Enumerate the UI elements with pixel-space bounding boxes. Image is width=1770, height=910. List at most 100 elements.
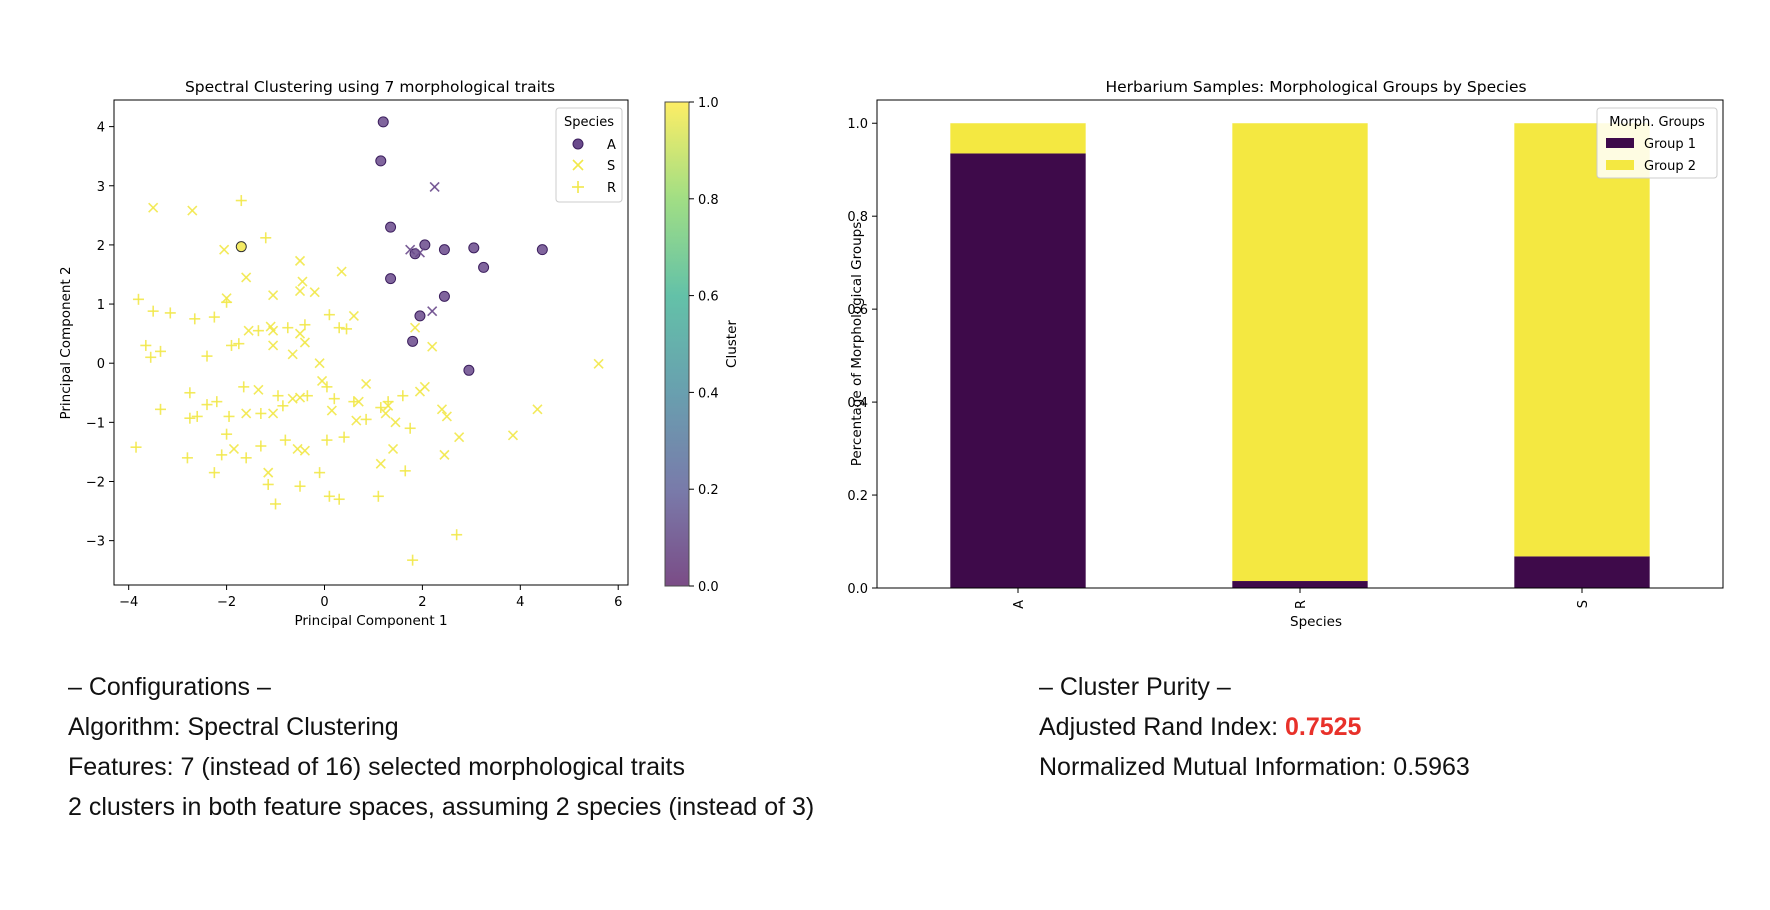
ari-label: Adjusted Rand Index: <box>1039 713 1285 741</box>
scatter-point-r-54 <box>333 493 345 505</box>
scatter-point-s-26 <box>241 408 252 419</box>
scatter-point-s-53 <box>263 467 274 478</box>
scatter-point-s-1 <box>405 244 416 255</box>
scatter-point-r-33 <box>328 393 340 405</box>
cluster-purity-panel: – Cluster Purity – Adjusted Rand Index: … <box>1039 667 1470 787</box>
scatter-point-s-51 <box>268 408 279 419</box>
scatter-point-s-52 <box>228 443 239 455</box>
scatter-point-s-48 <box>326 405 337 416</box>
bar-legend-label-group1: Group 1 <box>1644 137 1696 152</box>
scatter-point-r-7 <box>145 351 157 363</box>
scatter-point-s-19 <box>294 328 306 339</box>
colorbar-tick-label: 0.6 <box>698 290 719 305</box>
scatter-point-r-44 <box>240 452 252 464</box>
scatter-point-a-2 <box>385 221 397 233</box>
bar-r-group1 <box>1232 581 1368 588</box>
legend-x-marker-icon <box>572 159 584 171</box>
legend-group1-swatch <box>1606 138 1634 148</box>
scatter-legend-title: Species <box>564 115 614 130</box>
bar-title: Herbarium Samples: Morphological Groups … <box>1105 78 1526 96</box>
scatter-point-r-26 <box>223 410 235 422</box>
scatter-point-r-35 <box>360 413 372 425</box>
scatter-point-s-9 <box>268 290 279 301</box>
scatter-point-r-28 <box>255 407 267 419</box>
scatter-point-r-45 <box>216 449 228 461</box>
scatter-point-s-18 <box>287 349 298 360</box>
scatter-point-a-8 <box>478 261 490 273</box>
purity-heading: – Cluster Purity – <box>1039 673 1231 701</box>
scatter-plot-frame <box>113 99 629 586</box>
scatter-point-s-12 <box>294 285 306 297</box>
scatter-point-r-13 <box>233 338 245 350</box>
colorbar: 0.0 0.2 0.4 0.6 0.8 1.0 Cluster <box>664 96 740 595</box>
scatter-point-r-41 <box>321 434 333 446</box>
scatter-y-tick-label: 4 <box>97 121 105 136</box>
bar-s-group2 <box>1514 123 1650 557</box>
scatter-point-r-38 <box>397 390 409 402</box>
scatter-point-r-57 <box>399 465 411 477</box>
scatter-point-s-28 <box>294 392 306 403</box>
scatter-point-a-12 <box>407 335 419 347</box>
scatter-point-s-47 <box>351 415 362 426</box>
scatter-point-r-10 <box>208 311 220 323</box>
scatter-chart: Spectral Clustering using 7 morphologica… <box>58 78 740 629</box>
colorbar-tick-label: 0.2 <box>698 483 719 498</box>
scatter-point-r-1 <box>260 232 272 244</box>
scatter-point-s-33 <box>390 417 401 428</box>
scatter-x-tick-label: 6 <box>614 595 622 610</box>
bar-legend-title: Morph. Groups <box>1609 115 1705 130</box>
scatter-point-a-9 <box>385 273 397 285</box>
scatter-point-r-23 <box>184 387 196 399</box>
scatter-point-r-49 <box>130 441 142 453</box>
scatter-x-axis-label: Principal Component 1 <box>294 613 447 629</box>
scatter-point-r-29 <box>272 390 284 402</box>
scatter-point-s-43 <box>593 358 604 369</box>
scatter-point-s-39 <box>441 411 452 422</box>
scatter-point-a-6 <box>468 242 480 254</box>
scatter-point-r-21 <box>184 412 196 424</box>
scatter-point-s-3 <box>427 306 438 317</box>
scatter-point-s-14 <box>336 266 347 277</box>
scatter-y-tick-label: −2 <box>86 475 105 490</box>
scatter-point-r-31 <box>301 390 313 402</box>
bar-s-group1 <box>1514 556 1650 588</box>
scatter-point-r-14 <box>252 325 264 337</box>
scatter-x-tick-label: −2 <box>217 595 236 610</box>
scatter-point-s-42 <box>532 404 543 415</box>
scatter-point-a-1 <box>375 155 387 167</box>
scatter-y-axis-label: Principal Component 2 <box>58 266 74 419</box>
bar-a-group2 <box>950 123 1086 154</box>
scatter-point-s-20 <box>299 337 310 348</box>
scatter-legend: Species A S R <box>555 107 623 203</box>
scatter-point-s-22 <box>268 340 279 351</box>
scatter-point-s-13 <box>309 287 320 298</box>
scatter-y-tick-label: −3 <box>86 535 105 550</box>
scatter-point-a-7 <box>536 244 548 256</box>
scatter-title: Spectral Clustering using 7 morphologica… <box>185 78 555 96</box>
scatter-point-s-0 <box>429 181 440 193</box>
scatter-point-r-5 <box>164 307 176 319</box>
algorithm-text: Algorithm: Spectral Clustering <box>68 713 399 741</box>
scatter-point-r-16 <box>299 319 311 331</box>
scatter-y-tick-label: −1 <box>86 416 105 431</box>
scatter-point-s-5 <box>187 205 198 216</box>
scatter-x-tick-label: −4 <box>119 595 138 610</box>
scatter-point-s-37 <box>427 341 438 352</box>
scatter-point-r-20 <box>155 403 167 415</box>
scatter-point-r-32 <box>321 381 333 393</box>
clusters-text: 2 clusters in both feature spaces, assum… <box>68 793 815 821</box>
scatter-point-s-2 <box>414 247 426 258</box>
scatter-point-r-15 <box>282 322 294 334</box>
scatter-point-s-15 <box>348 310 359 321</box>
scatter-point-r-56 <box>372 490 384 502</box>
scatter-point-r-53 <box>323 490 335 502</box>
scatter-point-r-17 <box>323 309 335 321</box>
colorbar-tick-label: 1.0 <box>698 96 719 111</box>
legend-group2-swatch <box>1606 160 1634 170</box>
scatter-point-a-0 <box>377 116 389 128</box>
scatter-point-r-30 <box>277 400 289 412</box>
scatter-point-a-13 <box>463 364 475 376</box>
legend-plus-marker-icon <box>572 181 584 193</box>
scatter-point-a-3 <box>419 239 431 251</box>
scatter-point-r-34 <box>348 396 360 408</box>
